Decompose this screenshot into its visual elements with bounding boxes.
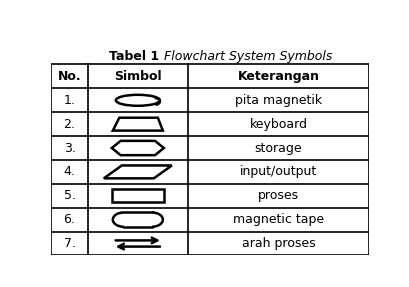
Text: 4.: 4. — [63, 165, 75, 179]
Text: Flowchart System Symbols: Flowchart System Symbols — [164, 50, 332, 63]
Text: 6.: 6. — [63, 213, 75, 226]
Text: input/output: input/output — [239, 165, 316, 179]
Text: 2.: 2. — [63, 118, 75, 131]
Text: Tabel 1: Tabel 1 — [109, 50, 159, 63]
Text: 1.: 1. — [63, 94, 75, 107]
Text: 7.: 7. — [63, 237, 75, 250]
Text: pita magnetik: pita magnetik — [234, 94, 321, 107]
Text: Keterangan: Keterangan — [237, 70, 319, 83]
Text: proses: proses — [257, 189, 298, 202]
Bar — [51, 65, 368, 255]
Text: arah proses: arah proses — [241, 237, 315, 250]
Text: 5.: 5. — [63, 189, 75, 202]
Text: No.: No. — [58, 70, 81, 83]
Text: magnetic tape: magnetic tape — [232, 213, 323, 226]
Text: 3.: 3. — [63, 141, 75, 154]
Bar — [112, 189, 164, 202]
Text: keyboard: keyboard — [249, 118, 307, 131]
Text: Simbol: Simbol — [114, 70, 161, 83]
Text: storage: storage — [254, 141, 301, 154]
